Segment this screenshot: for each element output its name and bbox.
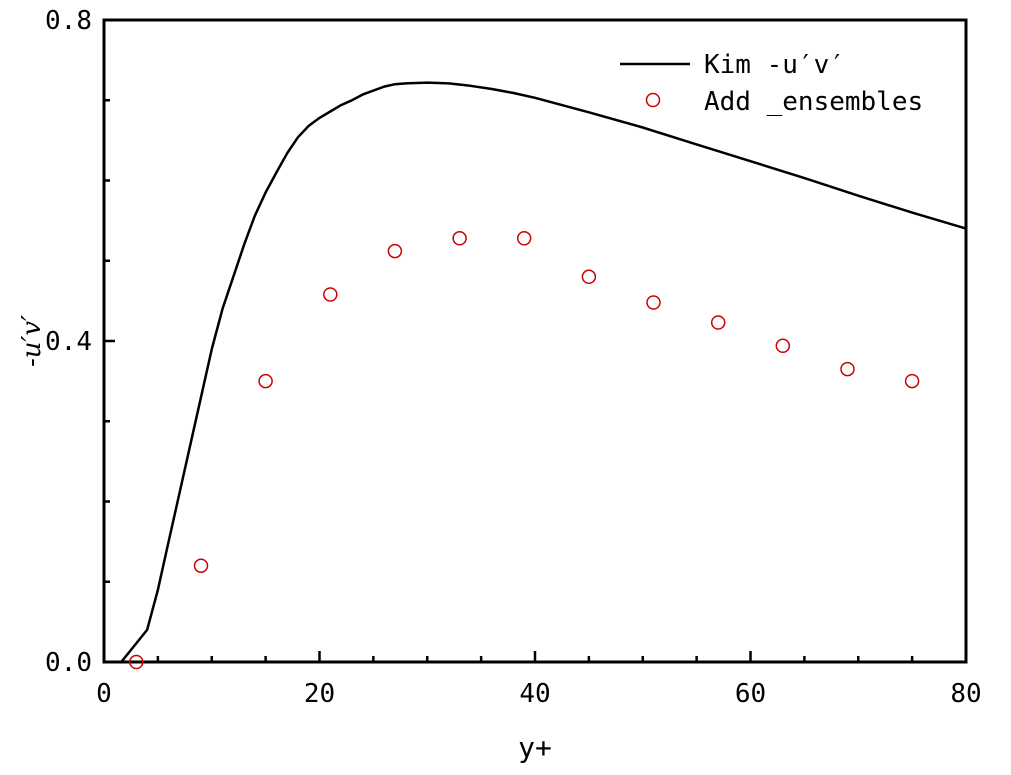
data-point-ensembles xyxy=(581,269,597,285)
x-tick-label: 0 xyxy=(96,679,112,709)
data-point-ensembles xyxy=(710,315,726,330)
data-point-ensembles xyxy=(452,231,467,246)
series-line-kim xyxy=(120,81,967,663)
x-axis-title: y+ xyxy=(518,731,552,764)
data-point-ensembles xyxy=(646,295,661,310)
data-point-ensembles xyxy=(904,373,920,389)
legend-label-kim: Kim -u′v′ xyxy=(704,50,845,80)
data-point-ensembles xyxy=(129,654,144,670)
axis-ticks xyxy=(102,18,968,664)
series-layer xyxy=(120,81,967,670)
legend-label-ensembles: Add _ensembles xyxy=(704,87,923,117)
data-point-ensembles xyxy=(516,231,532,246)
data-point-ensembles xyxy=(193,558,209,573)
data-point-ensembles xyxy=(840,361,855,377)
data-point-ensembles xyxy=(258,373,273,389)
legend-marker-swatch xyxy=(645,92,661,108)
data-point-ensembles xyxy=(323,287,338,302)
y-tick-label: 0.0 xyxy=(45,648,92,678)
x-tick-label: 80 xyxy=(950,679,981,709)
x-tick-label: 20 xyxy=(304,679,335,709)
x-tick-label: 60 xyxy=(735,679,766,709)
x-tick-label: 40 xyxy=(519,679,550,709)
legend: Kim -u′v′ Add _ensembles xyxy=(620,50,923,117)
data-point-ensembles xyxy=(387,243,403,259)
y-tick-label: 0.8 xyxy=(45,6,92,36)
y-axis-title: -u′v′ xyxy=(17,315,47,367)
tick-labels: 0 20 40 60 80 0.0 0.4 0.8 xyxy=(45,6,982,709)
y-tick-label: 0.4 xyxy=(45,327,92,357)
data-point-ensembles xyxy=(775,338,791,354)
